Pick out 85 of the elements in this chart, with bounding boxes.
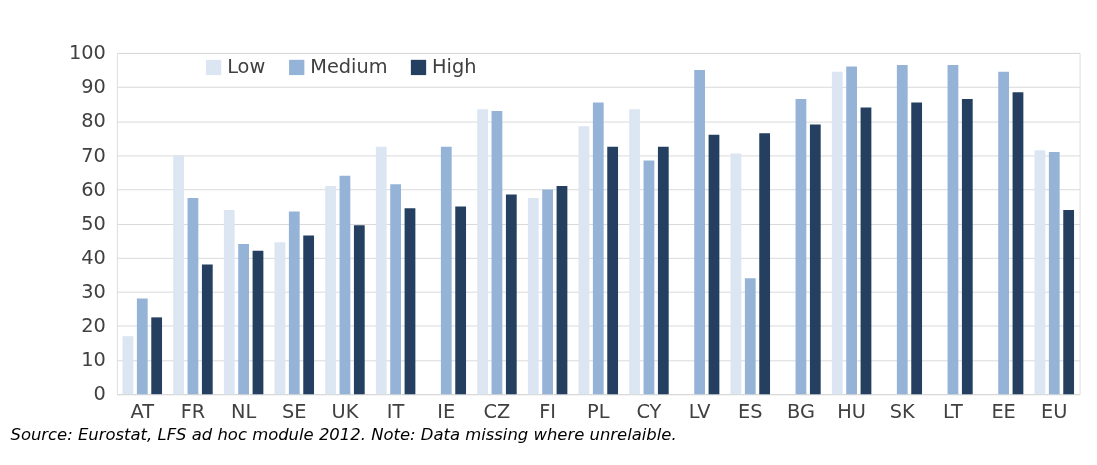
- bar: [607, 146, 619, 395]
- bar: [860, 107, 872, 395]
- bar: [151, 317, 163, 395]
- bar: [223, 209, 235, 395]
- legend-label: Low: [227, 55, 266, 79]
- bar: [122, 336, 134, 395]
- legend-label: Medium: [310, 55, 388, 79]
- x-tick-label: ES: [738, 399, 763, 423]
- bar: [288, 211, 300, 395]
- bar: [947, 64, 959, 395]
- bar: [477, 109, 488, 395]
- x-tick-label: LV: [688, 399, 712, 423]
- bar: [325, 186, 336, 395]
- bar: [896, 64, 908, 395]
- y-tick-label: 30: [81, 280, 106, 304]
- bar: [390, 184, 401, 395]
- x-tick-label: CY: [636, 399, 662, 423]
- bar: [961, 99, 973, 395]
- bar: [201, 264, 213, 395]
- y-tick-label: 80: [81, 109, 106, 133]
- bar: [578, 126, 590, 395]
- bar: [274, 242, 286, 395]
- bar: [1034, 150, 1046, 395]
- bar: [252, 250, 264, 395]
- bar: [592, 102, 604, 395]
- bar: [730, 153, 742, 395]
- bar: [491, 110, 503, 395]
- x-tick-label: IE: [437, 399, 456, 423]
- y-tick-label: 20: [81, 314, 106, 338]
- x-tick-label: CZ: [483, 399, 511, 423]
- x-tick-label: SE: [282, 399, 307, 423]
- bar: [527, 197, 539, 395]
- bar: [303, 235, 315, 395]
- bar: [238, 244, 249, 395]
- bar: [629, 109, 640, 395]
- bar: [809, 124, 821, 395]
- bar: [353, 225, 365, 395]
- bar: [831, 71, 843, 395]
- bar: [440, 146, 452, 395]
- bar: [455, 206, 467, 395]
- bar: [136, 298, 148, 395]
- bar: [375, 146, 387, 395]
- bar: [795, 99, 807, 395]
- x-tick-label: HU: [837, 399, 866, 423]
- y-tick-label: 90: [81, 75, 106, 99]
- bar: [1012, 92, 1024, 395]
- bar: [339, 175, 351, 395]
- bar: [744, 278, 756, 395]
- bar: [694, 70, 705, 395]
- bar: [404, 208, 416, 395]
- bar: [556, 186, 568, 395]
- y-tick-label: 10: [81, 348, 106, 372]
- y-tick-label: 40: [81, 245, 106, 269]
- bar: [1063, 209, 1075, 395]
- x-tick-label: FI: [539, 399, 557, 423]
- bar: [173, 155, 184, 395]
- bar: [1048, 151, 1060, 395]
- x-tick-label: UK: [331, 399, 360, 423]
- x-tick-label: PL: [587, 399, 610, 423]
- bar: [505, 194, 517, 395]
- x-tick-label: BG: [786, 399, 815, 423]
- bar: [911, 102, 923, 395]
- y-tick-label: 100: [68, 41, 106, 65]
- bar: [846, 66, 857, 395]
- y-tick-label: 50: [81, 211, 106, 235]
- bar: [643, 160, 655, 395]
- x-tick-label: EE: [991, 399, 1016, 423]
- bar: [187, 197, 199, 395]
- x-tick-label: NL: [231, 399, 257, 423]
- source-note: Source: Eurostat, LFS ad hoc module 2012. Note: Data missing where unrelaible.: [10, 424, 677, 444]
- y-tick-label: 60: [81, 177, 106, 201]
- x-tick-label: FR: [180, 399, 206, 423]
- y-tick-label: 0: [93, 382, 106, 406]
- x-tick-label: LT: [942, 399, 964, 423]
- legend-label: High: [432, 55, 477, 79]
- x-tick-label: SK: [889, 399, 917, 423]
- x-tick-label: AT: [130, 399, 155, 423]
- x-tick-label: IT: [386, 399, 405, 423]
- bar: [542, 189, 553, 395]
- bar: [708, 134, 720, 395]
- x-tick-label: EU: [1041, 399, 1068, 423]
- bar: [759, 133, 771, 395]
- bar: [998, 71, 1009, 395]
- y-tick-label: 70: [81, 143, 106, 167]
- bar: [657, 146, 669, 395]
